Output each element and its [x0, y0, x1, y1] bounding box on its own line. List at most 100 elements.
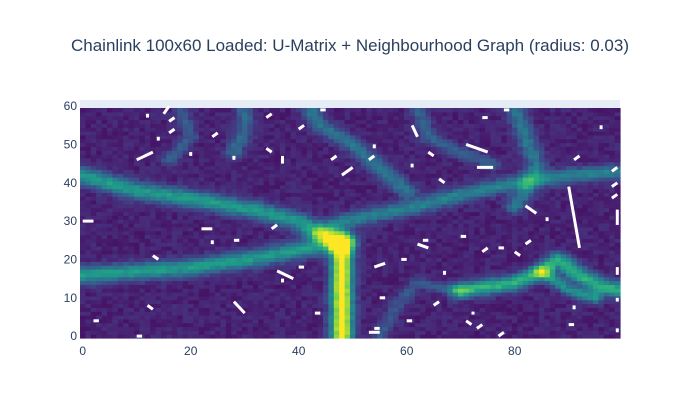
heatmap-cell — [182, 284, 189, 289]
heatmap-cell — [441, 292, 448, 297]
heatmap-cell — [96, 299, 103, 305]
heatmap-cell — [166, 154, 173, 159]
heatmap-cell — [134, 257, 140, 262]
heatmap-cell — [80, 200, 86, 205]
heatmap-cell — [398, 276, 405, 282]
heatmap-cell — [242, 146, 248, 151]
heatmap-cell — [236, 253, 243, 259]
heatmap-cell — [360, 292, 367, 297]
heatmap-cell — [231, 257, 238, 262]
heatmap-cell — [301, 196, 308, 201]
heatmap-cell — [306, 326, 313, 331]
heatmap-cell — [112, 150, 119, 155]
heatmap-cell — [495, 230, 502, 236]
heatmap-cell — [339, 157, 346, 163]
heatmap-cell — [425, 223, 432, 228]
heatmap-cell — [144, 299, 151, 305]
heatmap-cell — [323, 242, 329, 247]
heatmap-cell — [225, 307, 232, 312]
heatmap-cell — [123, 318, 130, 324]
heatmap-cell — [414, 253, 421, 259]
heatmap-cell — [139, 180, 146, 186]
heatmap-cell — [123, 184, 130, 190]
heatmap-cell — [344, 330, 351, 335]
heatmap-cell — [296, 146, 302, 151]
heatmap-cell — [355, 184, 362, 190]
heatmap-cell — [598, 192, 605, 197]
heatmap-cell — [533, 318, 540, 324]
heatmap-cell — [485, 272, 491, 278]
heatmap-cell — [90, 173, 97, 178]
heatmap-cell — [479, 196, 486, 201]
heatmap-cell — [166, 157, 173, 163]
heatmap-cell — [220, 146, 227, 151]
heatmap-cell — [323, 322, 329, 328]
heatmap-cell — [225, 192, 232, 197]
heatmap-cell — [306, 188, 313, 193]
heatmap-cell — [236, 207, 243, 213]
heatmap-cell — [177, 154, 184, 159]
heatmap-cell — [128, 299, 135, 305]
heatmap-cell — [123, 265, 130, 270]
heatmap-cell — [490, 307, 497, 312]
heatmap-cell — [328, 234, 335, 239]
heatmap-cell — [166, 253, 173, 259]
heatmap-cell — [285, 230, 292, 236]
heatmap-cell — [458, 207, 464, 213]
heatmap-cell — [431, 226, 437, 232]
heatmap-cell — [431, 280, 437, 285]
heatmap-cell — [252, 318, 259, 324]
heatmap-cell — [603, 284, 610, 289]
heatmap-cell — [528, 299, 535, 305]
heatmap-cell — [80, 169, 86, 174]
heatmap-cell — [549, 211, 556, 216]
heatmap-cell — [252, 265, 259, 270]
heatmap-cell — [171, 276, 178, 282]
heatmap-cell — [80, 165, 86, 170]
heatmap-cell — [436, 246, 443, 251]
heatmap-cell — [420, 257, 427, 262]
heatmap-cell — [393, 146, 400, 151]
heatmap-cell — [117, 180, 124, 186]
heatmap-cell — [231, 311, 238, 316]
heatmap-cell — [204, 249, 211, 255]
heatmap-cell — [609, 249, 616, 255]
heatmap-cell — [290, 223, 297, 228]
heatmap-cell — [193, 196, 200, 201]
heatmap-cell — [528, 288, 535, 293]
heatmap-cell — [393, 184, 400, 190]
heatmap-cell — [463, 261, 470, 266]
heatmap-cell — [576, 265, 583, 270]
heatmap-cell — [182, 234, 189, 239]
heatmap-cell — [566, 161, 572, 167]
heatmap-cell — [587, 299, 594, 305]
heatmap-cell — [431, 223, 437, 228]
heatmap-cell — [474, 157, 481, 163]
heatmap-cell — [576, 315, 583, 320]
heatmap-cell — [252, 284, 259, 289]
heatmap-cell — [134, 303, 140, 308]
heatmap-cell — [312, 315, 319, 320]
heatmap-cell — [495, 249, 502, 255]
heatmap-cell — [517, 219, 524, 224]
heatmap-cell — [490, 150, 497, 155]
heatmap-cell — [522, 280, 529, 285]
heatmap-cell — [312, 261, 319, 266]
heatmap-cell — [209, 322, 216, 328]
heatmap-cell — [177, 322, 184, 328]
heatmap-cell — [285, 223, 292, 228]
heatmap-cell — [306, 334, 313, 339]
heatmap-cell — [377, 280, 383, 285]
heatmap-cell — [112, 154, 119, 159]
heatmap-cell — [90, 161, 97, 167]
heatmap-cell — [501, 157, 508, 163]
heatmap-cell — [252, 219, 259, 224]
heatmap-cell — [603, 253, 610, 259]
heatmap-cell — [263, 230, 270, 236]
heatmap-cell — [339, 307, 346, 312]
heatmap-cell — [274, 257, 281, 262]
heatmap-cell — [225, 253, 232, 259]
heatmap-cell — [101, 307, 108, 312]
heatmap-cell — [274, 188, 281, 193]
heatmap-cell — [468, 200, 475, 205]
